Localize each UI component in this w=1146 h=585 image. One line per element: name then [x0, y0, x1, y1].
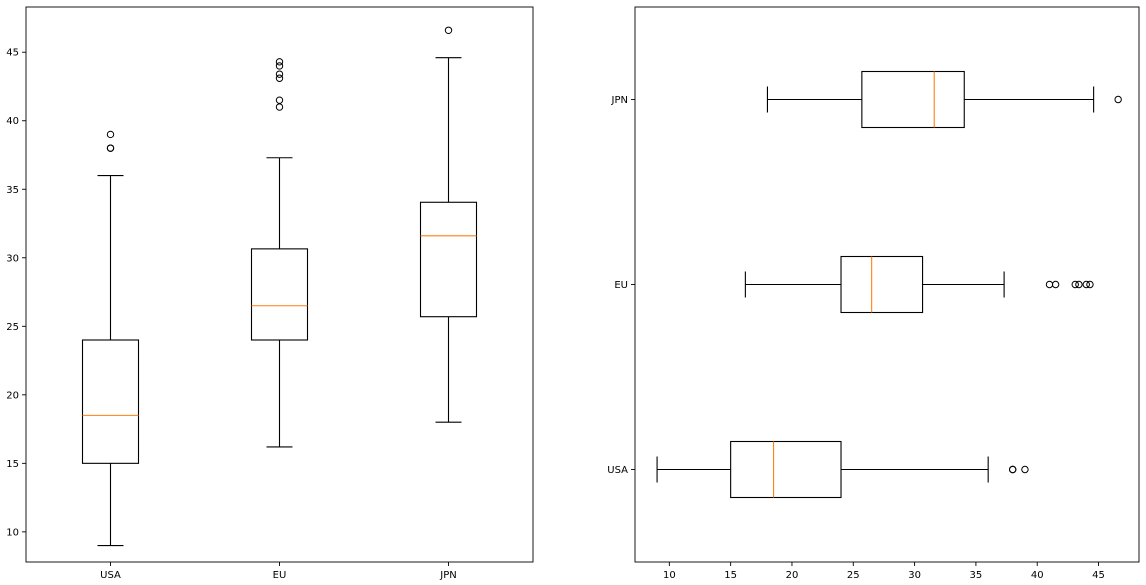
- category-label-eu: EU: [273, 570, 287, 581]
- y-tick-label-20: 20: [6, 390, 19, 401]
- box-jpn: [419, 201, 478, 318]
- outlier-eu-5: [1086, 280, 1094, 289]
- y-tick-label-15: 15: [6, 459, 19, 470]
- box-usa: [730, 440, 842, 499]
- box-eu: [840, 255, 924, 314]
- y-tick-label-35: 35: [6, 185, 19, 196]
- category-label-jpn: JPN: [611, 95, 628, 106]
- y-tick-label-30: 30: [6, 253, 19, 264]
- outlier-eu-4: [275, 62, 284, 70]
- plot-frame: [25, 6, 534, 563]
- outlier-usa-2: [1021, 465, 1029, 474]
- x-tick-label-15: 15: [724, 570, 737, 581]
- box-jpn: [861, 70, 965, 129]
- y-tick-label-45: 45: [6, 48, 19, 59]
- outlier-eu-1: [275, 96, 284, 104]
- outlier-usa-1: [1008, 465, 1017, 474]
- x-tick-label-30: 30: [908, 570, 921, 581]
- box-eu: [250, 248, 309, 341]
- x-tick-label-45: 45: [1092, 570, 1105, 581]
- outlier-jpn-0: [444, 26, 453, 34]
- box-usa: [81, 339, 140, 464]
- outlier-eu-0: [1045, 280, 1054, 289]
- x-tick-label-40: 40: [1031, 570, 1044, 581]
- horizontal-boxplot-panel: 10 15 20 25 30 35 40 45 USA EU JPN: [607, 6, 1140, 581]
- outlier-usa-1: [106, 144, 115, 152]
- x-tick-label-25: 25: [847, 570, 860, 581]
- outlier-jpn-0: [1114, 95, 1122, 104]
- outlier-eu-0: [275, 103, 284, 111]
- category-label-usa: USA: [100, 570, 121, 581]
- outlier-eu-2: [1071, 280, 1079, 289]
- outlier-eu-3: [275, 70, 284, 78]
- vertical-boxplot-panel: 10 15 20 25 30 35 40 45 USA EU JPN: [6, 6, 534, 581]
- outlier-usa-2: [106, 130, 115, 139]
- y-tick-label-10: 10: [6, 527, 19, 538]
- outlier-eu-3: [1075, 280, 1083, 289]
- category-label-usa: USA: [607, 465, 628, 476]
- outlier-eu-5: [275, 58, 284, 66]
- outlier-eu-1: [1051, 280, 1060, 289]
- y-tick-label-40: 40: [6, 116, 19, 127]
- plot-frame: [634, 6, 1140, 563]
- y-tick-label-25: 25: [6, 322, 19, 333]
- x-tick-label-10: 10: [663, 570, 676, 581]
- outlier-eu-4: [1082, 280, 1090, 289]
- outlier-eu-2: [275, 74, 284, 82]
- category-label-eu: EU: [614, 280, 628, 291]
- category-label-jpn: JPN: [439, 570, 456, 581]
- x-tick-label-20: 20: [786, 570, 799, 581]
- x-tick-label-35: 35: [970, 570, 983, 581]
